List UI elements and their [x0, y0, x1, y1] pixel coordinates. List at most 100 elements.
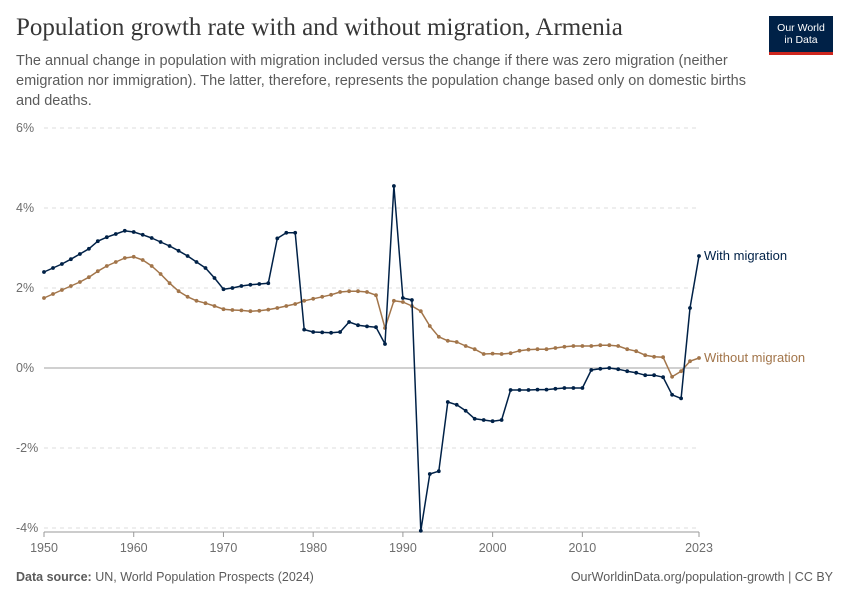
data-point-with-migration	[571, 386, 576, 390]
data-point-without-migration	[356, 289, 360, 294]
data-point-with-migration	[248, 282, 253, 287]
data-point-with-migration	[580, 386, 585, 390]
data-point-without-migration	[78, 280, 82, 284]
data-point-without-migration	[185, 294, 190, 299]
data-point-with-migration	[149, 236, 154, 240]
data-point-without-migration	[616, 344, 621, 348]
data-point-with-migration	[374, 325, 378, 330]
x-tick-label: 1960	[120, 541, 148, 555]
source-text[interactable]: UN, World Population Prospects (2024)	[95, 570, 314, 584]
data-point-with-migration	[104, 235, 109, 240]
data-point-without-migration	[140, 258, 145, 262]
data-point-with-migration	[131, 230, 136, 234]
data-point-with-migration	[87, 246, 91, 251]
data-point-without-migration	[113, 260, 118, 264]
data-point-without-migration	[562, 344, 567, 349]
data-point-with-migration	[275, 236, 280, 241]
data-point-without-migration	[69, 284, 73, 288]
x-tick-label: 1950	[30, 541, 58, 555]
data-point-without-migration	[661, 355, 665, 360]
data-point-without-migration	[329, 292, 333, 297]
data-point-without-migration	[697, 356, 701, 360]
data-point-without-migration	[418, 309, 423, 314]
data-point-with-migration	[517, 388, 522, 392]
series-line-without-migration	[43, 256, 700, 378]
data-point-with-migration	[239, 284, 244, 288]
data-point-without-migration	[104, 264, 109, 268]
data-point-with-migration	[679, 396, 683, 401]
data-point-with-migration	[526, 388, 531, 392]
data-point-without-migration	[293, 302, 298, 306]
data-point-without-migration	[203, 301, 208, 306]
data-point-with-migration	[95, 239, 100, 244]
data-point-without-migration	[131, 254, 136, 259]
data-point-without-migration	[122, 256, 127, 260]
owid-logo[interactable]: Our World in Data	[769, 16, 833, 55]
data-point-with-migration	[60, 262, 64, 266]
data-point-without-migration	[445, 338, 450, 343]
data-point-with-migration	[598, 366, 603, 371]
data-point-without-migration	[427, 324, 432, 328]
data-point-with-migration	[688, 306, 692, 310]
data-point-with-migration	[347, 320, 351, 324]
data-point-with-migration	[562, 386, 567, 390]
data-point-with-migration	[418, 528, 423, 533]
x-tick-label: 1970	[210, 541, 238, 555]
data-point-with-migration	[625, 369, 630, 374]
data-point-with-migration	[463, 408, 468, 413]
data-point-with-migration	[42, 270, 46, 274]
data-point-with-migration	[113, 232, 118, 236]
data-point-without-migration	[42, 296, 46, 300]
data-point-without-migration	[320, 294, 325, 299]
data-point-without-migration	[374, 293, 378, 298]
data-point-without-migration	[454, 340, 459, 344]
data-point-without-migration	[221, 307, 226, 312]
logo-line-2: in Data	[784, 34, 818, 46]
logo-line-1: Our World	[777, 22, 825, 34]
data-point-without-migration	[194, 298, 199, 303]
data-point-with-migration	[427, 472, 432, 476]
data-point-without-migration	[401, 300, 405, 304]
data-point-with-migration	[445, 400, 450, 404]
data-point-with-migration	[266, 281, 271, 286]
data-point-with-migration	[607, 366, 612, 370]
data-point-without-migration	[679, 369, 683, 374]
data-point-with-migration	[436, 469, 441, 474]
data-point-with-migration	[643, 373, 648, 378]
data-point-without-migration	[670, 374, 674, 379]
data-point-with-migration	[634, 370, 639, 375]
data-point-without-migration	[230, 308, 235, 312]
data-point-without-migration	[338, 290, 342, 294]
data-point-without-migration	[176, 289, 181, 294]
data-point-with-migration	[221, 287, 226, 292]
data-point-without-migration	[589, 344, 594, 348]
x-tick-label: 2000	[479, 541, 507, 555]
data-point-without-migration	[634, 349, 639, 354]
data-point-with-migration	[535, 387, 540, 392]
data-point-with-migration	[410, 298, 414, 302]
data-point-without-migration	[311, 296, 316, 301]
y-tick-label: 0%	[16, 361, 34, 375]
chart-title: Population growth rate with and without …	[16, 14, 623, 41]
footer-url[interactable]: OurWorldinData.org/population-growth | C…	[570, 570, 833, 584]
data-point-with-migration	[697, 254, 701, 258]
data-point-with-migration	[311, 330, 316, 334]
y-tick-label: -4%	[16, 521, 38, 535]
data-point-without-migration	[239, 308, 244, 313]
data-point-without-migration	[535, 347, 540, 352]
data-point-without-migration	[365, 290, 369, 294]
data-point-with-migration	[401, 296, 405, 300]
data-point-with-migration	[383, 342, 387, 346]
data-point-without-migration	[95, 269, 100, 274]
x-tick-label: 2023	[685, 541, 713, 555]
y-tick-label: 2%	[16, 281, 34, 295]
legend-label-with-migration: With migration	[704, 248, 787, 263]
data-point-with-migration	[167, 244, 172, 248]
x-tick-label: 1980	[299, 541, 327, 555]
data-point-without-migration	[158, 272, 163, 276]
data-point-with-migration	[320, 330, 325, 335]
data-point-without-migration	[607, 343, 612, 348]
data-point-without-migration	[284, 304, 289, 308]
series-line-with-migration	[43, 185, 700, 532]
